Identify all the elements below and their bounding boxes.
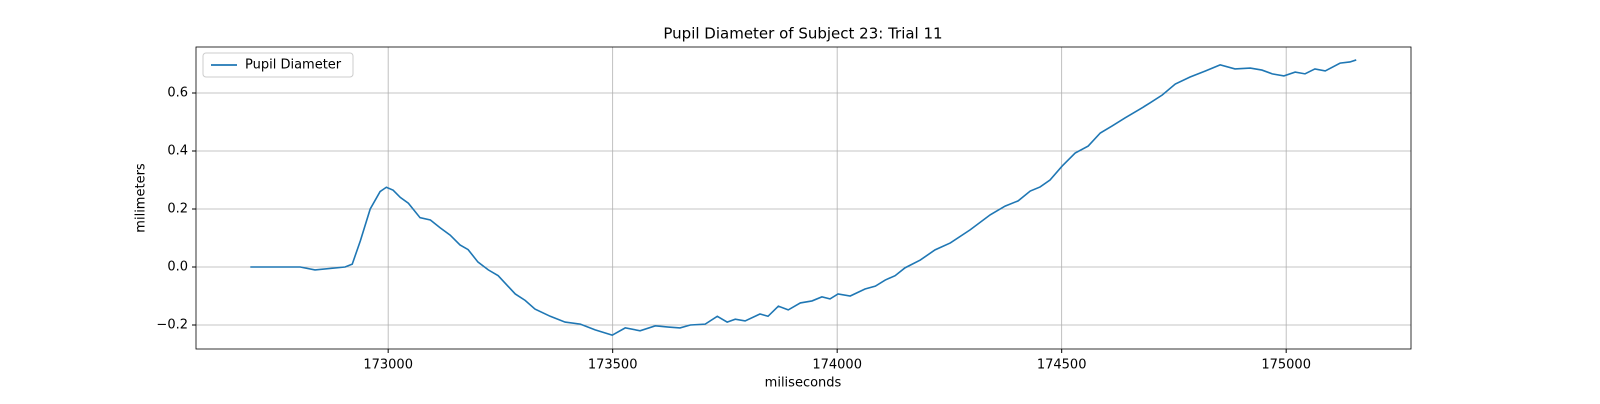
- y-tick-label: −0.2: [156, 317, 188, 332]
- y-tick-label: 0.0: [167, 259, 188, 274]
- x-tick-label: 174500: [1037, 358, 1087, 373]
- x-tick-label: 174000: [812, 358, 862, 373]
- y-tick-label: 0.4: [167, 143, 188, 158]
- x-axis-label: miliseconds: [765, 376, 842, 391]
- legend-label: Pupil Diameter: [245, 58, 342, 73]
- legend: Pupil Diameter: [202, 52, 354, 78]
- plot-frame: [195, 46, 1412, 350]
- y-tick-label: 0.6: [167, 85, 188, 100]
- x-tick-label: 173000: [363, 358, 413, 373]
- y-tick-label: 0.2: [167, 201, 188, 216]
- legend-box: [202, 52, 354, 78]
- chart-title: Pupil Diameter of Subject 23: Trial 11: [663, 25, 942, 43]
- x-tick-label: 175000: [1261, 358, 1311, 373]
- data-line: [250, 59, 1357, 337]
- y-axis-label: milimeters: [134, 163, 149, 233]
- x-tick-label: 173500: [588, 358, 638, 373]
